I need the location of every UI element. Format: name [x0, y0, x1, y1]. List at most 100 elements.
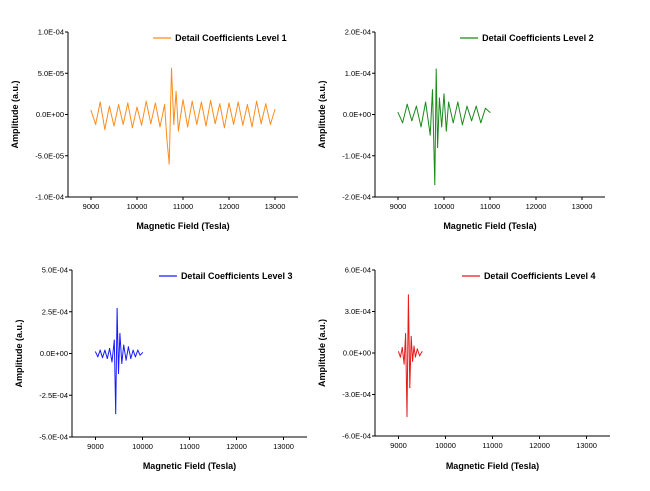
- data-point: [145, 100, 147, 102]
- data-point: [242, 124, 244, 126]
- y-tick-label: 2.5E-04: [42, 307, 68, 316]
- data-point: [177, 130, 179, 132]
- x-tick-label: 10000: [434, 202, 455, 211]
- data-point: [127, 102, 129, 104]
- data-point: [97, 356, 99, 358]
- data-point: [90, 109, 92, 111]
- data-point: [410, 335, 412, 337]
- data-point: [130, 358, 132, 360]
- data-point: [415, 105, 417, 107]
- data-point: [106, 358, 108, 360]
- data-point: [457, 101, 459, 103]
- data-point: [269, 123, 271, 125]
- data-point: [108, 105, 110, 107]
- data-point: [142, 352, 143, 354]
- data-point: [95, 123, 97, 125]
- y-tick-label: 3.0E-04: [345, 307, 371, 316]
- data-point: [256, 100, 258, 102]
- x-tick-label: 13000: [265, 202, 286, 211]
- data-point: [159, 126, 161, 128]
- data-point: [420, 126, 422, 128]
- data-point: [205, 125, 207, 127]
- x-tick-label: 9000: [83, 202, 100, 211]
- x-tick-label: 12000: [226, 442, 247, 451]
- x-tick-label: 13000: [572, 202, 593, 211]
- y-axis-title: Amplitude (a.u.): [317, 319, 327, 387]
- y-tick-label: -3.0E-04: [342, 390, 371, 399]
- data-point: [421, 351, 423, 353]
- x-tick-label: 11000: [179, 442, 199, 451]
- data-point: [402, 122, 404, 124]
- y-tick-label: -5.0E-05: [35, 151, 64, 160]
- data-point: [210, 99, 212, 101]
- y-tick-label: 0.0E+00: [343, 349, 371, 358]
- data-point: [445, 130, 447, 132]
- data-point: [471, 120, 473, 122]
- data-point: [134, 356, 136, 358]
- x-tick-label: 11000: [173, 202, 193, 211]
- data-point: [99, 101, 101, 103]
- data-point: [274, 109, 276, 111]
- data-point: [113, 339, 115, 341]
- legend-label: Detail Coefficients Level 4: [484, 271, 596, 281]
- data-point: [461, 124, 463, 126]
- y-tick-label: -1.0E-04: [342, 151, 371, 160]
- data-point: [109, 347, 111, 349]
- data-point: [95, 351, 96, 353]
- data-point: [405, 333, 407, 335]
- data-point: [403, 363, 405, 365]
- data-point: [122, 123, 124, 125]
- y-axis-title: Amplitude (a.u.): [14, 320, 24, 388]
- data-point: [127, 346, 129, 348]
- data-point: [168, 163, 170, 165]
- series-line-1: [398, 294, 423, 418]
- data-point: [448, 101, 450, 103]
- data-point: [228, 102, 230, 104]
- data-point: [104, 349, 106, 351]
- x-tick-label: 9000: [390, 441, 407, 450]
- data-point: [102, 357, 104, 359]
- data-point: [425, 101, 427, 103]
- data-point: [139, 354, 141, 356]
- y-tick-label: -2.5E-04: [39, 391, 68, 400]
- data-point: [251, 126, 253, 128]
- data-point: [219, 103, 221, 105]
- x-tick-label: 11000: [482, 441, 502, 450]
- data-point: [121, 363, 123, 365]
- chart-panel-2: -2.0E-04 -1.0E-04 0.0E+00 1.0E-04 2.0E-04 900…: [317, 28, 605, 231]
- y-axis-title: Amplitude (a.u.): [317, 81, 327, 149]
- data-point: [437, 147, 439, 148]
- data-point: [441, 126, 443, 128]
- data-point: [118, 373, 120, 375]
- data-point: [413, 345, 415, 347]
- y-tick-label: -2.0E-04: [342, 193, 371, 202]
- data-point: [401, 346, 403, 348]
- data-point: [123, 344, 125, 346]
- data-point: [399, 356, 401, 358]
- x-tick-label: 13000: [273, 442, 294, 451]
- x-tick-label: 12000: [529, 441, 550, 450]
- x-tick-label: 13000: [576, 441, 597, 450]
- y-tick-label: 0.0E+00: [36, 110, 64, 119]
- x-axis-title: Magnetic Field (Tesla): [446, 461, 539, 471]
- x-tick-label: 10000: [127, 202, 148, 211]
- y-tick-label: 6.0E-04: [345, 266, 371, 275]
- data-point: [412, 360, 414, 362]
- series-line-1: [90, 67, 276, 165]
- chart-panel-3: -5.0E-04 -2.5E-04 0.0E+00 2.5E-04 5.0E-04 900…: [14, 266, 307, 471]
- data-point: [173, 123, 175, 125]
- y-tick-label: -6.0E-04: [342, 432, 371, 441]
- data-point: [113, 125, 115, 127]
- x-tick-label: 10000: [132, 442, 153, 451]
- data-point: [196, 123, 198, 125]
- data-point: [187, 126, 189, 128]
- x-tick-label: 9000: [390, 202, 407, 211]
- x-tick-label: 9000: [87, 442, 104, 451]
- data-point: [414, 356, 416, 358]
- legend-label: Detail Coefficients Level 2: [482, 33, 594, 43]
- data-point: [406, 416, 408, 418]
- data-point: [116, 307, 118, 309]
- data-point: [171, 67, 172, 69]
- data-point: [175, 90, 177, 92]
- data-point: [475, 105, 477, 107]
